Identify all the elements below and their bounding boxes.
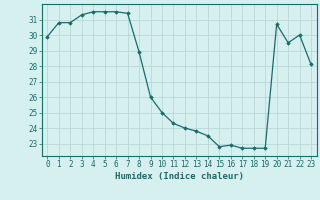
X-axis label: Humidex (Indice chaleur): Humidex (Indice chaleur) (115, 172, 244, 181)
